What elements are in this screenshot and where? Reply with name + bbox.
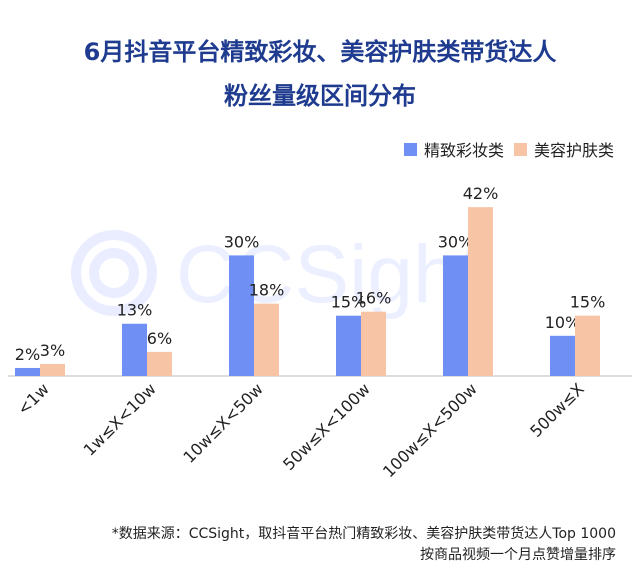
data-label-s2-2: 18% <box>249 281 285 300</box>
x-tick-label-3: 50w≤X<100w <box>279 379 374 474</box>
bar-s2-3 <box>361 311 386 376</box>
bar-s2-5 <box>575 315 600 376</box>
bar-s1-4 <box>443 255 468 376</box>
chart-title-line2: 粉丝量级区间分布 <box>224 82 416 110</box>
data-label-s2-5: 15% <box>570 293 606 312</box>
watermark-text: CCSight <box>176 229 482 320</box>
legend-item-series1: 精致彩妆类 <box>404 137 504 161</box>
bar-s1-5 <box>550 335 575 376</box>
bar-s2-2 <box>254 303 279 376</box>
data-label-s1-2: 30% <box>224 232 260 251</box>
data-label-s2-3: 16% <box>356 289 392 308</box>
legend-swatch-series2 <box>514 142 528 156</box>
bar-s2-1 <box>147 351 172 376</box>
bar-s1-1 <box>122 323 147 376</box>
footnote-line1: *数据来源：CCSight，取抖音平台热门精致彩妆、美容护肤类带货达人Top 1… <box>111 526 616 542</box>
x-tick-label-0: <1w <box>13 379 52 418</box>
legend: 精致彩妆类 美容护肤类 <box>404 137 624 161</box>
x-tick-label-1: 1w≤X<10w <box>80 379 160 459</box>
data-label-s1-3: 15% <box>331 293 367 312</box>
legend-label-series1: 精致彩妆类 <box>424 141 505 160</box>
watermark-logo: CCSight <box>71 229 482 320</box>
chart-title-line1: 6月抖音平台精致彩妆、美容护肤类带货达人 <box>83 38 557 66</box>
bar-s1-3 <box>336 315 361 376</box>
legend-label-series2: 美容护肤类 <box>534 141 615 160</box>
bar-s1-0 <box>15 367 40 376</box>
data-label-s1-0: 2% <box>15 345 40 364</box>
data-label-s1-5: 10% <box>545 313 581 332</box>
data-label-s1-4: 30% <box>438 232 474 251</box>
footnote-line2: 按商品视频一个月点赞增量排序 <box>420 547 616 563</box>
x-tick-label-5: 500w≤X <box>526 379 588 441</box>
bar-s2-0 <box>40 363 65 376</box>
legend-swatch-series1 <box>404 142 417 156</box>
legend-item-series2: 美容护肤类 <box>514 137 614 161</box>
data-label-s2-1: 6% <box>147 329 172 348</box>
bar-s1-2 <box>229 255 254 376</box>
data-label-s2-4: 42% <box>463 184 499 203</box>
data-label-s1-1: 13% <box>117 301 153 320</box>
bar-s2-4 <box>468 207 493 376</box>
x-tick-label-2: 10w≤X<50w <box>179 379 266 466</box>
data-label-s2-0: 3% <box>40 341 65 360</box>
x-tick-label-4: 100w≤X<500w <box>379 379 481 481</box>
